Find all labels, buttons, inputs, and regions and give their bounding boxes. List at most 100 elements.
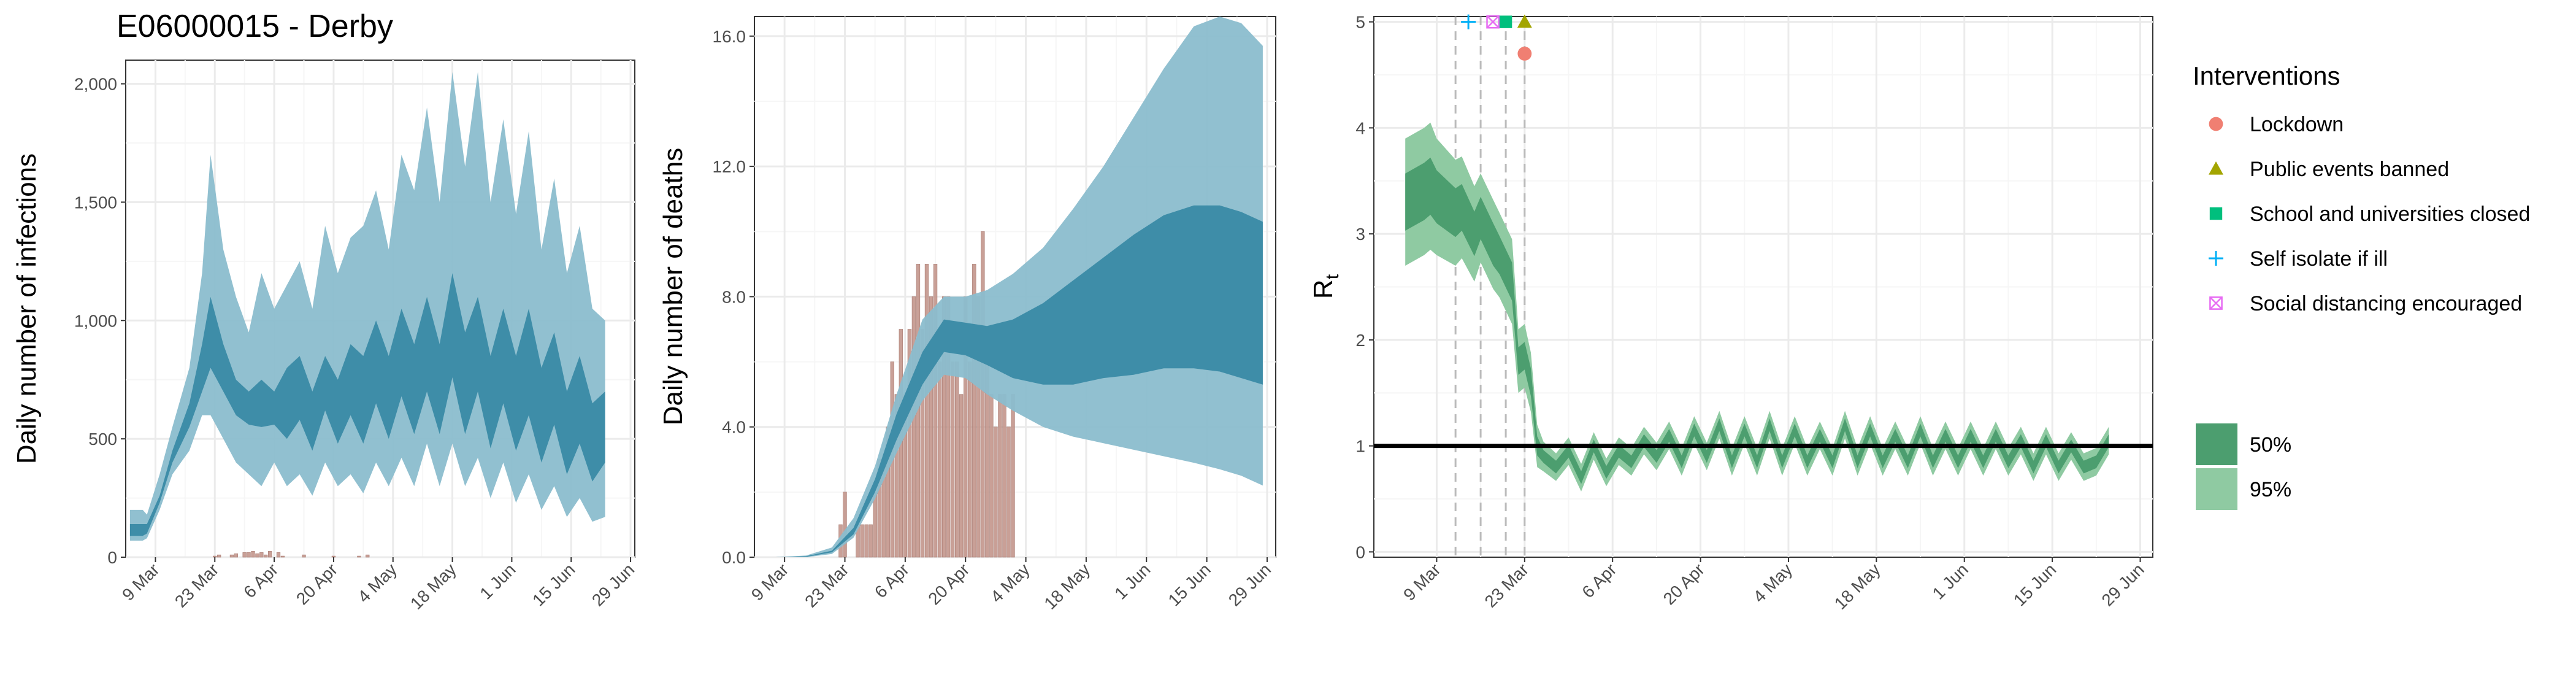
observed-bar <box>843 492 847 558</box>
observed-bar <box>357 555 361 558</box>
rt-x-ticks: 9 Mar 23 Mar 6 Apr 20 Apr 4 May 18 May 1 Jun 15… <box>1400 557 2148 613</box>
rt-y-axis-title-main: R <box>1308 279 1338 299</box>
x-tick-label: 4 May <box>354 560 401 606</box>
legend-intervention-items: Lockdown Public events banned School and u… <box>2209 113 2530 315</box>
plot-title: E06000015 - Derby <box>117 9 393 44</box>
observed-bar <box>989 394 994 558</box>
rt-y-axis-title-subscript: t <box>1322 274 1343 279</box>
public-events-marker <box>1517 14 1532 28</box>
observed-bar <box>868 524 873 558</box>
observed-bar <box>968 361 972 558</box>
deaths-bands <box>776 17 1263 557</box>
y-tick-label: 2,000 <box>74 75 117 94</box>
x-tick-label: 15 Jun <box>1164 560 1214 609</box>
y-tick-label: 16.0 <box>713 27 746 46</box>
x-tick-label: 1 Jun <box>1111 560 1154 603</box>
y-tick-label: 3 <box>1355 225 1365 244</box>
observed-bar <box>276 552 281 558</box>
x-tick-label: 4 May <box>1749 560 1796 606</box>
observed-bar <box>873 492 877 558</box>
x-tick-label: 20 Apr <box>924 560 973 608</box>
observed-bar <box>255 553 259 558</box>
y-tick-label: 1,000 <box>74 311 117 330</box>
x-tick-label: 4 May <box>987 560 1033 606</box>
observed-bar <box>981 231 985 558</box>
schools-marker <box>1499 15 1512 28</box>
x-tick-label: 29 Jun <box>1225 560 1275 609</box>
social-distancing-marker <box>2209 296 2223 310</box>
ci-50-band <box>129 273 605 536</box>
observed-bar <box>268 551 272 558</box>
x-tick-label: 29 Jun <box>2098 560 2147 609</box>
deaths-y-axis-title: Daily number of deaths <box>658 148 688 425</box>
legend-band-label: 50% <box>2250 433 2291 457</box>
legend-title: Interventions <box>2193 61 2340 90</box>
y-tick-label: 8.0 <box>722 287 746 306</box>
x-tick-label: 18 May <box>407 560 460 613</box>
observed-bar <box>331 555 336 558</box>
x-tick-label: 6 Apr <box>1578 560 1620 601</box>
panel-deaths: 0.0 4.0 8.0 12.0 16.0 9 Mar 23 Mar 6 Apr 20 Apr… <box>658 16 1276 613</box>
x-tick-label: 23 Mar <box>1481 560 1533 611</box>
observed-bar <box>264 554 268 558</box>
observed-bar <box>366 554 370 558</box>
legend-item-label: Public events banned <box>2250 158 2449 181</box>
public-events-marker <box>2209 161 2223 175</box>
infections-y-ticks: 0 500 1,000 1,500 2,000 <box>74 75 126 567</box>
y-tick-label: 1,500 <box>74 193 117 212</box>
legend-band-items: 50% 95% <box>2196 423 2291 510</box>
y-tick-label: 4.0 <box>722 418 746 437</box>
rt-y-ticks: 0 1 2 3 4 5 <box>1355 13 1374 561</box>
observed-bar <box>911 296 916 558</box>
observed-bar <box>924 264 929 558</box>
y-tick-label: 0 <box>107 548 117 567</box>
x-tick-label: 20 Apr <box>293 560 341 608</box>
observed-bar <box>1011 394 1015 558</box>
lockdown-marker <box>2209 117 2223 131</box>
ci-50-band <box>776 205 1263 557</box>
x-tick-label: 29 Jun <box>588 560 638 609</box>
observed-bar <box>242 552 247 558</box>
rt-y-axis-title: Rt <box>1308 274 1343 299</box>
y-tick-label: 5 <box>1355 13 1365 32</box>
x-tick-label: 1 Jun <box>476 560 519 603</box>
legend: Interventions Lockdown Public events bann… <box>2193 61 2530 510</box>
schools-marker <box>2209 207 2223 220</box>
observed-bar <box>954 361 959 558</box>
x-tick-label: 6 Apr <box>871 560 913 601</box>
x-tick-label: 9 Mar <box>1400 560 1444 604</box>
x-tick-label: 20 Apr <box>1660 560 1708 608</box>
observed-bar <box>1006 426 1011 558</box>
panel-rt: 0 1 2 3 4 5 9 Mar 23 Mar 6 Apr 20 Apr 4 May 18 May… <box>1308 13 2153 613</box>
y-tick-label: 12.0 <box>713 157 746 176</box>
deaths-bars <box>838 231 1015 558</box>
observed-bar <box>229 554 234 558</box>
observed-bar <box>998 394 1002 558</box>
infections-x-ticks: 9 Mar 23 Mar 6 Apr 20 Apr 4 May 18 May 1 Jun 15… <box>118 557 638 613</box>
legend-item-label: School and universities closed <box>2250 203 2530 226</box>
observed-bar <box>247 552 251 558</box>
deaths-x-ticks: 9 Mar 23 Mar 6 Apr 20 Apr 4 May 18 May 1 Jun 15… <box>748 557 1275 613</box>
observed-bar <box>217 554 221 558</box>
legend-band-swatch <box>2196 468 2237 510</box>
observed-bar <box>933 264 938 558</box>
panel-infections: 0 500 1,000 1,500 2,000 9 Mar 23 Mar 6 Apr 20 A… <box>12 60 638 613</box>
observed-bar <box>907 329 912 558</box>
observed-bar <box>259 552 264 558</box>
rt-50-band <box>1405 157 2109 484</box>
y-tick-label: 4 <box>1355 118 1365 137</box>
observed-bar <box>950 361 955 558</box>
legend-band-swatch <box>2196 423 2237 465</box>
x-tick-label: 1 Jun <box>1929 560 1972 603</box>
y-tick-label: 500 <box>88 430 117 449</box>
x-tick-label: 6 Apr <box>240 560 282 601</box>
deaths-y-ticks: 0.0 4.0 8.0 12.0 16.0 <box>713 27 754 567</box>
infections-bands <box>129 72 605 541</box>
infections-bars <box>213 551 370 558</box>
infections-y-axis-title: Daily number of infections <box>12 153 42 464</box>
observed-bar <box>959 394 964 558</box>
x-tick-label: 23 Mar <box>801 560 853 611</box>
x-tick-label: 9 Mar <box>748 560 792 604</box>
self-isolate-marker <box>2209 251 2223 266</box>
